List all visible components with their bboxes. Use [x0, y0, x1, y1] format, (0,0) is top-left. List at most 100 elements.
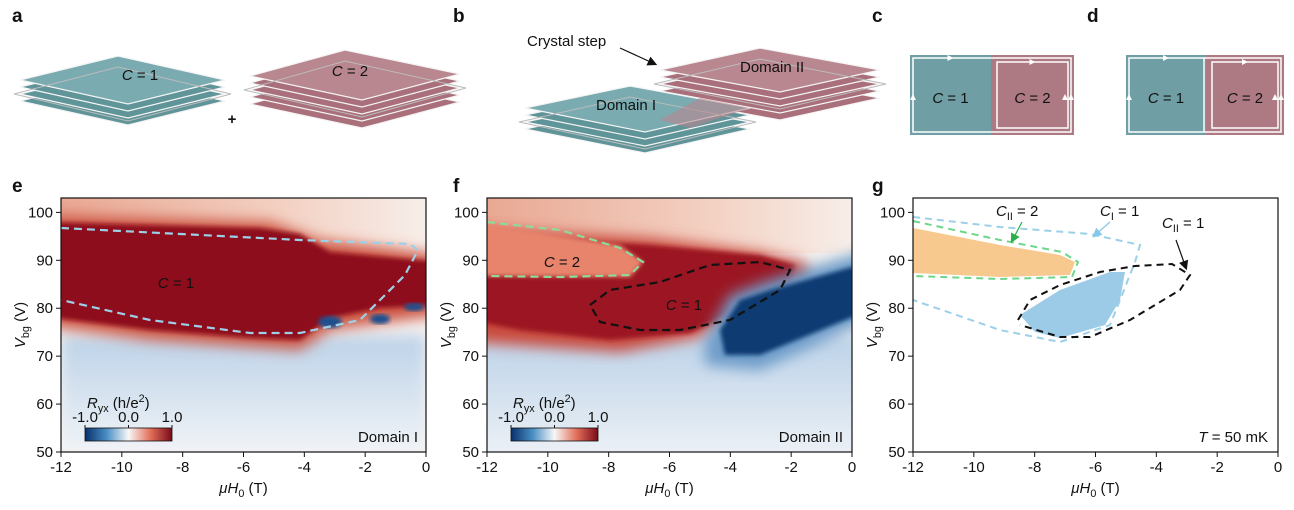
- x-axis-label: μH0 (T): [1070, 480, 1119, 500]
- region-label: C = 2: [1227, 90, 1263, 107]
- text-part: = 1: [943, 90, 968, 107]
- text-part: = 50 mK: [1208, 429, 1268, 446]
- text-part: (T): [244, 480, 267, 497]
- y-tick-label: 100: [880, 204, 905, 221]
- text-part: = 1: [1159, 90, 1184, 107]
- text-part: (V): [12, 302, 29, 326]
- x-tick-label: -10: [537, 459, 559, 476]
- x-tick-label: -4: [298, 459, 311, 476]
- text-part: H: [654, 480, 665, 497]
- x-tick-label: -10: [111, 459, 133, 476]
- text-part: C: [1227, 90, 1238, 107]
- y-tick-label: 50: [36, 444, 53, 461]
- text-part: ): [571, 395, 576, 412]
- x-tick-label: -2: [1210, 459, 1223, 476]
- text-part: = 2: [1013, 203, 1038, 220]
- y-tick-label: 100: [454, 204, 479, 221]
- panel-label: a: [12, 6, 23, 27]
- panel-label: b: [453, 6, 465, 27]
- label-arrow: [1176, 240, 1186, 268]
- text-part: C: [332, 63, 343, 80]
- panel-label: f: [453, 176, 460, 197]
- y-tick-label: 60: [462, 396, 479, 413]
- text-part: bg: [446, 326, 458, 338]
- x-tick-label: -4: [1150, 459, 1163, 476]
- text-part: C: [158, 275, 169, 292]
- text-part: = 1: [169, 275, 194, 292]
- text-part: C: [666, 297, 677, 314]
- x-tick-label: -2: [784, 459, 797, 476]
- y-tick-label: 60: [888, 396, 905, 413]
- region-label: C = 2: [1014, 90, 1050, 107]
- y-tick-label: 80: [888, 300, 905, 317]
- text-part: C: [1100, 203, 1111, 220]
- domain-label: Domain I: [358, 429, 418, 446]
- panel-label: e: [12, 176, 23, 197]
- region-label: C = 2: [544, 254, 580, 271]
- text-part: H: [228, 480, 239, 497]
- text-part: bg: [20, 326, 32, 338]
- y-tick-label: 90: [462, 252, 479, 269]
- step-arrow: [620, 48, 655, 64]
- x-tick-label: -12: [902, 459, 924, 476]
- x-tick-label: -4: [724, 459, 737, 476]
- y-tick-label: 70: [36, 348, 53, 365]
- text-part: yx: [98, 403, 109, 415]
- region-label: C = 1: [1148, 90, 1184, 107]
- text-part: (V): [438, 302, 455, 326]
- text-part: μ: [644, 480, 653, 497]
- x-tick-label: -2: [358, 459, 371, 476]
- colorbar: [85, 428, 172, 441]
- label-arrow: [1012, 222, 1022, 241]
- panel-label: g: [872, 176, 884, 197]
- text-part: C: [932, 90, 943, 107]
- plus-sign: +: [228, 111, 237, 128]
- y-tick-label: 80: [36, 300, 53, 317]
- text-part: μ: [218, 480, 227, 497]
- text-part: (T): [1096, 480, 1119, 497]
- temperature-label: T = 50 mK: [1198, 429, 1268, 446]
- text-part: = 2: [343, 63, 368, 80]
- x-tick-label: -12: [476, 459, 498, 476]
- text-part: H: [1080, 480, 1091, 497]
- text-part: C: [1162, 215, 1173, 232]
- text-part: = 1: [133, 67, 158, 84]
- stack-label: C = 1: [122, 67, 158, 84]
- y-tick-label: 80: [462, 300, 479, 317]
- region-label: C = 1: [158, 275, 194, 292]
- panel-label: d: [1087, 6, 1099, 27]
- x-tick-label: -6: [237, 459, 250, 476]
- x-axis-label: μH0 (T): [218, 480, 267, 500]
- heatmap-spot: [370, 314, 390, 324]
- x-tick-label: -8: [1028, 459, 1041, 476]
- y-tick-label: 50: [888, 444, 905, 461]
- text-part: C: [1014, 90, 1025, 107]
- text-part: (h/e: [109, 395, 139, 412]
- x-tick-label: 0: [848, 459, 856, 476]
- x-tick-label: -10: [963, 459, 985, 476]
- text-part: = 2: [555, 254, 580, 271]
- y-axis-label: Vbg (V): [864, 302, 884, 348]
- x-tick-label: 0: [422, 459, 430, 476]
- x-tick-label: 0: [1274, 459, 1282, 476]
- x-tick-label: -6: [1089, 459, 1102, 476]
- text-part: (T): [670, 480, 693, 497]
- text-part: C: [996, 203, 1007, 220]
- region-label: C = 1: [666, 297, 702, 314]
- y-tick-label: 90: [36, 252, 53, 269]
- text-part: C: [544, 254, 555, 271]
- stack-label: C = 2: [332, 63, 368, 80]
- text-part: R: [87, 395, 98, 412]
- x-tick-label: -8: [176, 459, 189, 476]
- phase-label: CII = 1: [1162, 215, 1204, 235]
- y-tick-label: 70: [888, 348, 905, 365]
- phase-label: CI = 1: [1100, 203, 1139, 223]
- text-part: R: [513, 395, 524, 412]
- y-axis-label: Vbg (V): [438, 302, 458, 348]
- text-part: = 1: [1179, 215, 1204, 232]
- domain-label: Domain I: [596, 97, 656, 114]
- text-part: = 2: [1238, 90, 1263, 107]
- x-axis-label: μH0 (T): [644, 480, 693, 500]
- text-part: (V): [864, 302, 881, 326]
- text-part: (h/e: [535, 395, 565, 412]
